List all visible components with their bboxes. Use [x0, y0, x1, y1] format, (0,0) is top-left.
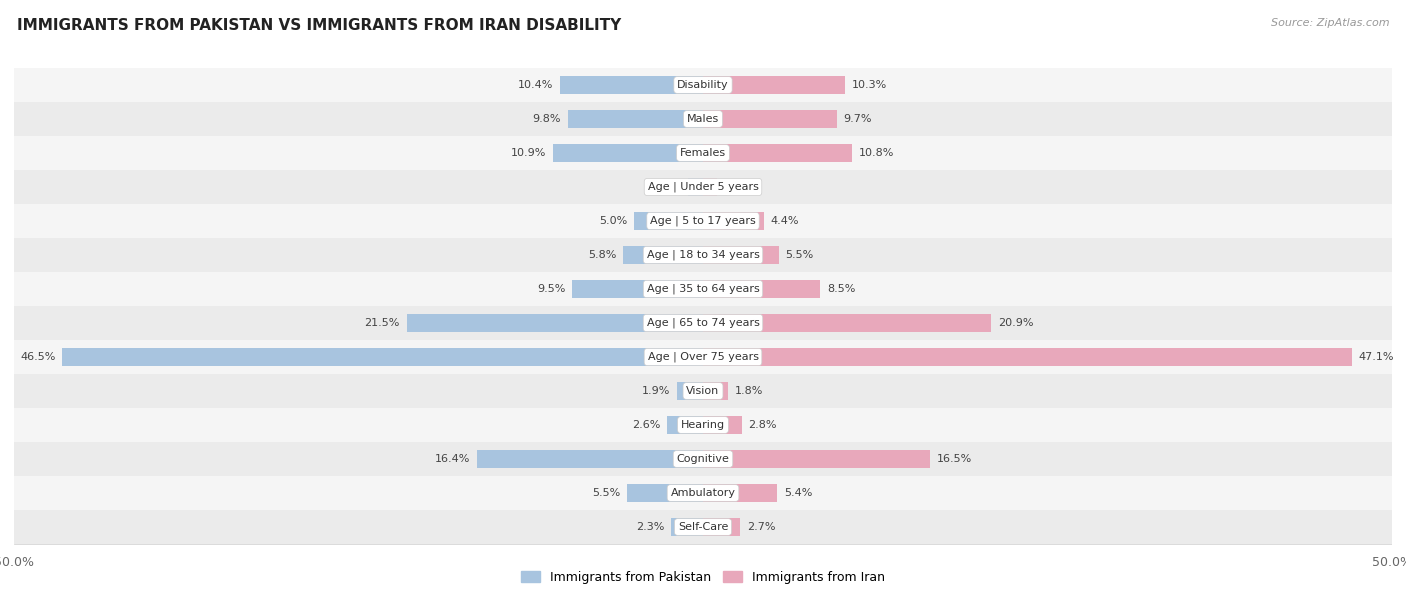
Text: 8.5%: 8.5% [827, 284, 855, 294]
Bar [668, 416, 703, 435]
Bar [676, 382, 703, 400]
Bar [703, 110, 837, 129]
Bar [703, 518, 740, 536]
Bar [703, 144, 852, 162]
Bar [14, 68, 1392, 102]
Bar [572, 280, 703, 298]
Bar [14, 204, 1392, 238]
Bar [14, 408, 1392, 442]
Text: 47.1%: 47.1% [1358, 352, 1395, 362]
Bar [14, 136, 1392, 170]
Text: 5.8%: 5.8% [588, 250, 616, 260]
Text: Age | 65 to 74 years: Age | 65 to 74 years [647, 318, 759, 328]
Text: 5.4%: 5.4% [785, 488, 813, 498]
Bar [14, 442, 1392, 476]
Bar [14, 102, 1392, 136]
Bar [703, 177, 717, 196]
Text: 4.4%: 4.4% [770, 216, 799, 226]
Bar [477, 450, 703, 468]
Text: 2.6%: 2.6% [631, 420, 661, 430]
Text: 16.5%: 16.5% [938, 454, 973, 464]
Bar [703, 212, 763, 230]
Bar [703, 245, 779, 264]
Text: Females: Females [681, 148, 725, 158]
Text: 10.4%: 10.4% [517, 80, 553, 90]
Text: Age | 35 to 64 years: Age | 35 to 64 years [647, 284, 759, 294]
Text: Age | 5 to 17 years: Age | 5 to 17 years [650, 216, 756, 226]
Text: 1.0%: 1.0% [724, 182, 752, 192]
Text: 9.5%: 9.5% [537, 284, 565, 294]
Bar [14, 476, 1392, 510]
Text: Ambulatory: Ambulatory [671, 488, 735, 498]
Text: 10.8%: 10.8% [859, 148, 894, 158]
Bar [623, 245, 703, 264]
Text: 46.5%: 46.5% [20, 352, 55, 362]
Bar [14, 306, 1392, 340]
Text: 5.5%: 5.5% [786, 250, 814, 260]
Text: 5.5%: 5.5% [592, 488, 620, 498]
Bar [703, 382, 728, 400]
Bar [703, 348, 1353, 367]
Bar [14, 340, 1392, 374]
Bar [560, 76, 703, 94]
Text: 1.1%: 1.1% [652, 182, 681, 192]
Bar [14, 238, 1392, 272]
Text: 16.4%: 16.4% [434, 454, 470, 464]
Bar [553, 144, 703, 162]
Text: 20.9%: 20.9% [998, 318, 1033, 328]
Bar [14, 170, 1392, 204]
Text: Age | 18 to 34 years: Age | 18 to 34 years [647, 250, 759, 260]
Text: Hearing: Hearing [681, 420, 725, 430]
Bar [62, 348, 703, 367]
Bar [671, 518, 703, 536]
Text: 9.7%: 9.7% [844, 114, 872, 124]
Bar [568, 110, 703, 129]
Text: Cognitive: Cognitive [676, 454, 730, 464]
Text: 10.3%: 10.3% [852, 80, 887, 90]
Bar [703, 313, 991, 332]
Text: IMMIGRANTS FROM PAKISTAN VS IMMIGRANTS FROM IRAN DISABILITY: IMMIGRANTS FROM PAKISTAN VS IMMIGRANTS F… [17, 18, 621, 34]
Bar [627, 483, 703, 502]
Text: Age | Over 75 years: Age | Over 75 years [648, 352, 758, 362]
Text: 5.0%: 5.0% [599, 216, 627, 226]
Bar [14, 510, 1392, 544]
Text: Vision: Vision [686, 386, 720, 396]
Bar [634, 212, 703, 230]
Bar [14, 272, 1392, 306]
Text: Self-Care: Self-Care [678, 522, 728, 532]
Bar [688, 177, 703, 196]
Text: 2.8%: 2.8% [748, 420, 778, 430]
Text: 1.9%: 1.9% [641, 386, 669, 396]
Text: 10.9%: 10.9% [510, 148, 546, 158]
Bar [703, 416, 741, 435]
Legend: Immigrants from Pakistan, Immigrants from Iran: Immigrants from Pakistan, Immigrants fro… [516, 565, 890, 589]
Text: Age | Under 5 years: Age | Under 5 years [648, 182, 758, 192]
Text: 21.5%: 21.5% [364, 318, 399, 328]
Text: Source: ZipAtlas.com: Source: ZipAtlas.com [1271, 18, 1389, 28]
Bar [703, 76, 845, 94]
Text: 2.7%: 2.7% [747, 522, 776, 532]
Bar [703, 450, 931, 468]
Bar [14, 374, 1392, 408]
Bar [703, 280, 820, 298]
Text: 9.8%: 9.8% [533, 114, 561, 124]
Text: Disability: Disability [678, 80, 728, 90]
Text: 2.3%: 2.3% [636, 522, 665, 532]
Bar [406, 313, 703, 332]
Text: Males: Males [688, 114, 718, 124]
Text: 1.8%: 1.8% [735, 386, 763, 396]
Bar [703, 483, 778, 502]
